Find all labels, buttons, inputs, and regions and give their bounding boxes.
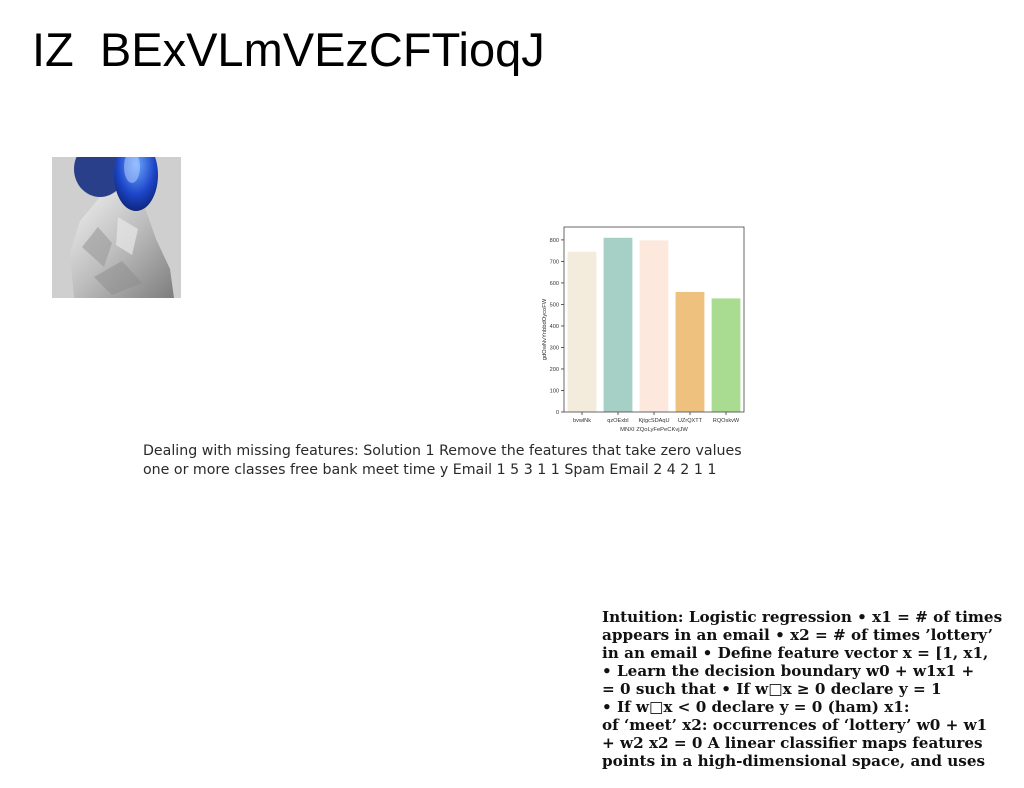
- chart-bar: [639, 240, 669, 412]
- chart-x-tick-label: RQOskvW: [713, 418, 740, 424]
- chart-bar: [567, 251, 597, 412]
- notes-line: = 0 such that • If w□x ≥ 0 declare y = 1: [602, 680, 942, 698]
- caption-line-1: Dealing with missing features: Solution …: [143, 443, 742, 459]
- chart-x-axis-label: MNXI ZQoLyFePeCKvjJW: [620, 427, 688, 433]
- notes-line: • Learn the decision boundary w0 + w1x1 …: [602, 662, 975, 680]
- notes-text-block: Intuition: Logistic regression • x1 = # …: [602, 608, 1022, 770]
- notes-line: of ‘meet’ x2: occurrences of ‘lottery’ w…: [602, 716, 988, 734]
- notes-line: + w2 x2 = 0 A linear classifier maps fea…: [602, 734, 983, 752]
- chart-y-tick-label: 0: [556, 410, 559, 416]
- chart-bar: [603, 237, 633, 412]
- caption-text: Dealing with missing features: Solution …: [143, 442, 763, 480]
- chart-y-tick-label: 400: [550, 324, 559, 330]
- chart-y-tick-label: 800: [550, 238, 559, 244]
- chart-y-tick-label: 300: [550, 345, 559, 351]
- blue-glass-photo: [52, 157, 181, 298]
- notes-line: • If w□x < 0 declare y = 0 (ham) x1:: [602, 698, 910, 716]
- chart-y-tick-label: 600: [550, 281, 559, 287]
- chart-x-tick-label: UZrQXTT: [678, 418, 703, 424]
- notes-line: points in a high-dimensional space, and …: [602, 752, 986, 770]
- chart-bar: [675, 291, 705, 412]
- chart-y-tick-label: 700: [550, 259, 559, 265]
- chart-x-tick-label: qzOExbI: [607, 418, 629, 424]
- chart-y-tick-label: 500: [550, 302, 559, 308]
- notes-line: Intuition: Logistic regression • x1 = # …: [602, 608, 1003, 626]
- chart-y-tick-label: 200: [550, 367, 559, 373]
- chart-y-axis-label: gdOwNvYnbbdOycoFW: [542, 298, 548, 360]
- bar-chart: bvwlNk qzOExbI KjtgcSDAqU UZrQXTT RQOskvW 0 10…: [542, 226, 745, 433]
- notes-line: appears in an email • x2 = # of times ’l…: [602, 626, 993, 644]
- photo-illustration: [52, 157, 181, 298]
- chart-bar: [711, 298, 741, 412]
- chart-frame: [563, 226, 745, 413]
- chart-y-tick-label: 100: [550, 388, 559, 394]
- caption-line-2: one or more classes free bank meet time …: [143, 462, 717, 478]
- slide-title: IZ BExVLmVEzCFTioqJ: [32, 23, 545, 76]
- chart-x-tick-label: bvwlNk: [573, 418, 591, 424]
- notes-line: in an email • Define feature vector x = …: [602, 644, 989, 662]
- chart-x-tick-label: KjtgcSDAqU: [638, 418, 669, 424]
